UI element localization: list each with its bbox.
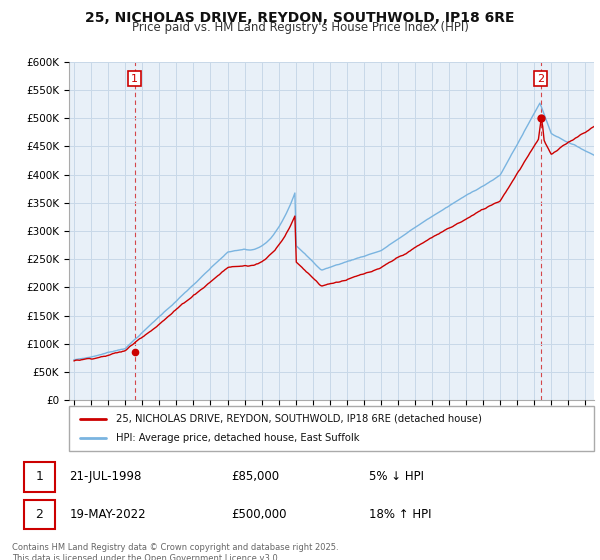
Text: 18% ↑ HPI: 18% ↑ HPI [369,508,431,521]
Text: 19-MAY-2022: 19-MAY-2022 [70,508,146,521]
Text: £500,000: £500,000 [231,508,286,521]
Text: £85,000: £85,000 [231,470,279,483]
Text: 25, NICHOLAS DRIVE, REYDON, SOUTHWOLD, IP18 6RE (detached house): 25, NICHOLAS DRIVE, REYDON, SOUTHWOLD, I… [116,413,482,423]
FancyBboxPatch shape [23,500,55,529]
Text: 2: 2 [35,508,43,521]
Text: 2: 2 [537,73,544,83]
FancyBboxPatch shape [23,462,55,492]
Text: Contains HM Land Registry data © Crown copyright and database right 2025.
This d: Contains HM Land Registry data © Crown c… [12,543,338,560]
Text: 25, NICHOLAS DRIVE, REYDON, SOUTHWOLD, IP18 6RE: 25, NICHOLAS DRIVE, REYDON, SOUTHWOLD, I… [85,11,515,25]
Text: Price paid vs. HM Land Registry's House Price Index (HPI): Price paid vs. HM Land Registry's House … [131,21,469,34]
Text: HPI: Average price, detached house, East Suffolk: HPI: Average price, detached house, East… [116,433,360,444]
Text: 1: 1 [35,470,43,483]
Text: 1: 1 [131,73,138,83]
Text: 21-JUL-1998: 21-JUL-1998 [70,470,142,483]
FancyBboxPatch shape [69,406,594,451]
Text: 5% ↓ HPI: 5% ↓ HPI [369,470,424,483]
